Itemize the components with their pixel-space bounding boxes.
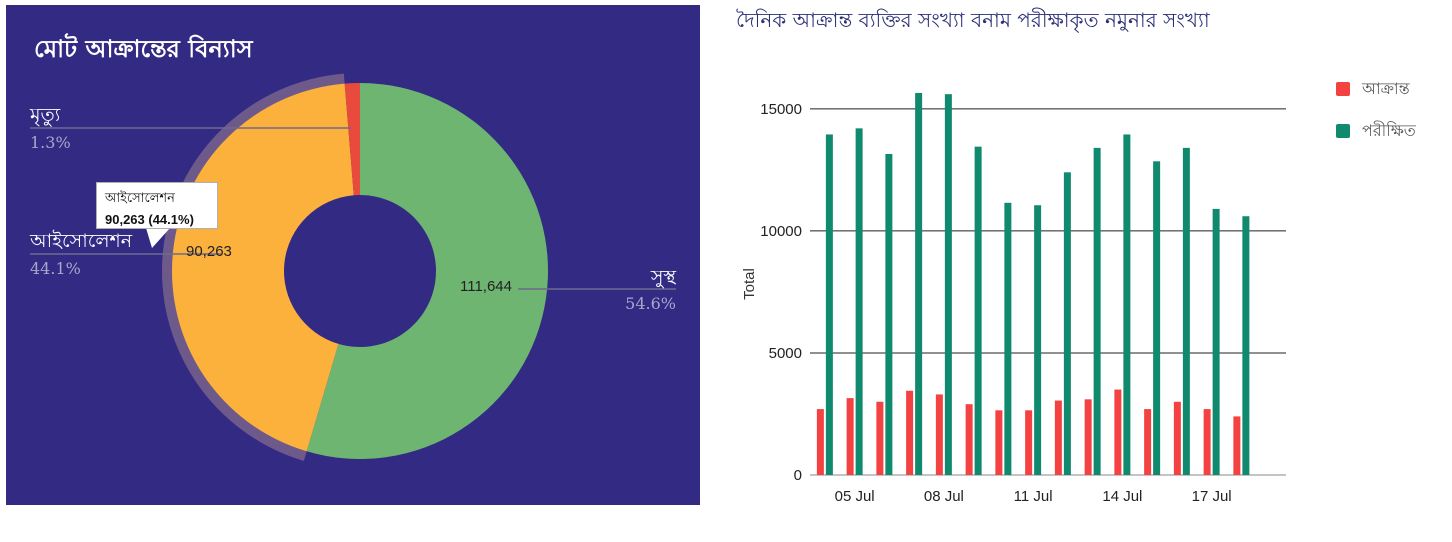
slice-recovered[interactable] [306, 83, 548, 460]
bar-infected[interactable] [935, 394, 943, 475]
value-isolation: 90,263 [186, 243, 232, 260]
x-tick-label: 17 Jul [1192, 488, 1232, 505]
legend-swatch-tested [1336, 124, 1350, 138]
bar-tested[interactable] [974, 146, 982, 475]
bar-tested[interactable] [825, 134, 833, 475]
label-death: মৃত্যু [30, 104, 61, 126]
value-recovered: 111,644 [460, 278, 512, 295]
donut-chart-panel: মোট আক্রান্তের বিন্যাস মৃত্যু 1.3% আইসোল… [6, 5, 700, 505]
bar-infected[interactable] [995, 410, 1003, 475]
slice-isolation[interactable] [171, 83, 354, 452]
x-tick-label: 08 Jul [924, 488, 964, 505]
bar-tested[interactable] [1063, 172, 1071, 475]
tooltip-value: 90,263 (44.1%) [105, 212, 194, 227]
bar-infected[interactable] [1203, 409, 1211, 475]
y-tick-label: 10000 [760, 223, 802, 240]
bar-tested[interactable] [1093, 147, 1101, 475]
donut-chart-svg [30, 73, 676, 461]
bar-tested[interactable] [855, 128, 863, 475]
bar-infected[interactable] [906, 390, 914, 475]
bar-chart-svg: 0 5000 10000 15000 05 Jul 08 Jul 11 Jul 14 Jul 1… [741, 92, 1286, 505]
label-recovered: সুস্থ [650, 266, 676, 288]
bar-infected[interactable] [1114, 389, 1122, 475]
y-tick-label: 5000 [769, 345, 802, 362]
legend-swatch-infected [1336, 82, 1350, 96]
x-tick-label: 11 Jul [1014, 488, 1053, 505]
bar-infected[interactable] [846, 398, 854, 475]
donut-chart-title: মোট আক্রান্তের বিন্যাস [34, 35, 253, 63]
bar-tested[interactable] [885, 153, 893, 475]
bar-infected[interactable] [1173, 401, 1181, 475]
x-tick-label: 05 Jul [835, 488, 875, 505]
legend-item-tested[interactable]: পরীক্ষিত [1336, 120, 1416, 142]
bar-tested[interactable] [1242, 216, 1250, 475]
legend-label-tested: পরীক্ষিত [1362, 120, 1416, 140]
bar-infected[interactable] [965, 404, 973, 475]
bar-infected[interactable] [1233, 416, 1241, 475]
percent-recovered: 54.6% [625, 294, 676, 313]
bar-tested[interactable] [1004, 202, 1012, 475]
bar-tested[interactable] [915, 92, 923, 476]
y-tick-label: 0 [794, 467, 802, 484]
tooltip-arrow [146, 228, 170, 248]
legend-label-infected: আক্রান্ত [1362, 78, 1410, 98]
x-tick-label: 14 Jul [1102, 488, 1142, 505]
bar-chart-title: দৈনিক আক্রান্ত ব্যক্তির সংখ্যা বনাম পরীক… [736, 8, 1210, 32]
bar-tested[interactable] [944, 94, 952, 476]
bar-infected[interactable] [876, 401, 884, 475]
bar-infected[interactable] [1025, 410, 1033, 475]
bar-infected[interactable] [816, 409, 824, 475]
bar-infected[interactable] [1054, 400, 1062, 475]
legend-item-infected[interactable]: আক্রান্ত [1336, 78, 1410, 100]
bar-tested[interactable] [1212, 208, 1220, 476]
percent-death: 1.3% [30, 133, 71, 152]
bar-tested[interactable] [1153, 161, 1161, 475]
tooltip-name: আইসোলেশন [105, 190, 175, 205]
y-tick-label: 15000 [760, 101, 802, 118]
bar-tested[interactable] [1123, 134, 1131, 475]
bar-tested[interactable] [1182, 147, 1190, 475]
percent-isolation: 44.1% [30, 259, 81, 278]
y-axis-label: Total [741, 268, 758, 300]
bar-tested[interactable] [1034, 205, 1042, 475]
label-isolation: আইসোলেশন [30, 230, 133, 252]
bar-infected[interactable] [1084, 399, 1092, 475]
bar-infected[interactable] [1144, 409, 1152, 475]
slice-tooltip: আইসোলেশন 90,263 (44.1%) [96, 182, 218, 229]
slice-death[interactable] [344, 83, 360, 196]
